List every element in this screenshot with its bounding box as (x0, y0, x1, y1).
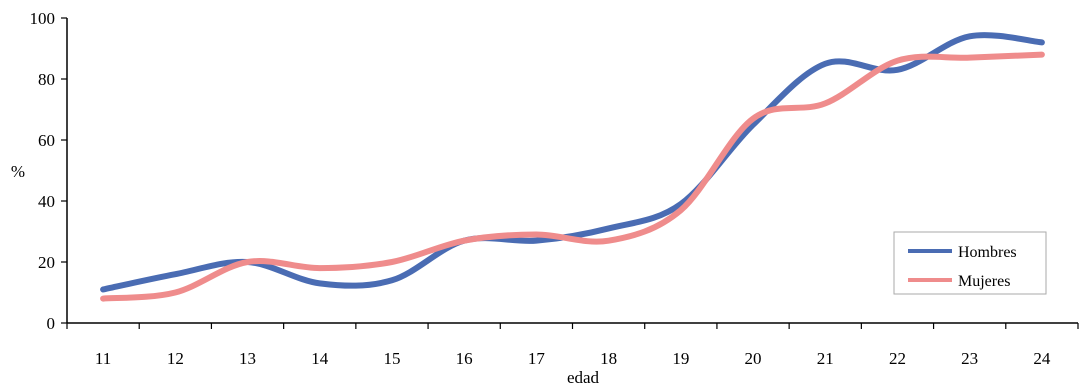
y-tick-label: 60 (38, 131, 55, 150)
y-tick-label: 20 (38, 253, 55, 272)
x-tick-label: 13 (239, 349, 256, 368)
legend-box (893, 231, 1047, 295)
x-tick-label: 15 (383, 349, 400, 368)
y-tick-label: 0 (47, 314, 56, 333)
chart-axes: 0 20 40 60 80 100 11 12 13 14 15 16 17 18 19 20 21 22 23 24 (30, 9, 1079, 368)
x-tick-label: 24 (1033, 349, 1051, 368)
x-axis-label: edad (567, 368, 600, 386)
y-tick-label: 80 (38, 70, 55, 89)
x-tick-label: 14 (311, 349, 329, 368)
y-tick-label: 100 (30, 9, 56, 28)
legend-label-hombres: Hombres (958, 244, 1017, 261)
x-tick-label: 12 (167, 349, 184, 368)
legend-label-mujeres: Mujeres (958, 273, 1010, 290)
x-tick-label: 22 (889, 349, 906, 368)
x-tick-label: 17 (528, 349, 546, 368)
x-tick-label: 19 (672, 349, 689, 368)
legend: Hombres Mujeres (893, 231, 1047, 295)
series-line-hombres (100, 32, 1045, 293)
series-line-mujeres (100, 51, 1045, 302)
y-tick-label: 40 (38, 192, 55, 211)
y-axis-label: % (11, 162, 25, 181)
x-tick-label: 18 (600, 349, 617, 368)
x-tick-label: 11 (95, 349, 111, 368)
x-tick-label: 16 (456, 349, 473, 368)
x-tick-label: 23 (961, 349, 978, 368)
series-layer (100, 32, 1045, 302)
x-tick-label: 20 (745, 349, 762, 368)
x-tick-label: 21 (817, 349, 834, 368)
